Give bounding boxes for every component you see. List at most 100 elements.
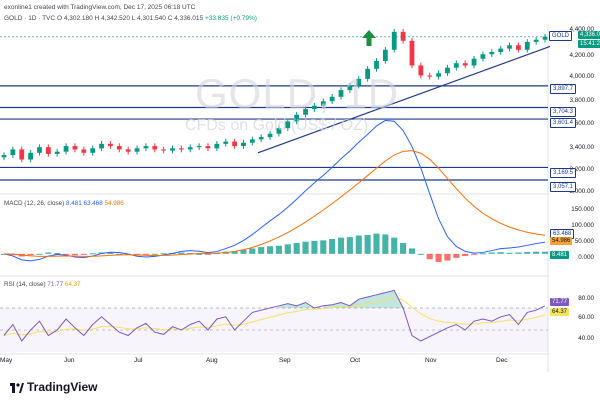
candle-body — [320, 101, 326, 106]
price-change: +33.835 (+0.79%) — [204, 15, 257, 22]
rsi-pane — [0, 289, 548, 355]
macd-histogram-bar — [89, 253, 96, 255]
macd-histogram-bar — [426, 253, 433, 260]
rsi-ma-line — [3, 297, 546, 336]
macd-histogram-bar — [453, 253, 460, 258]
macd-histogram-bar — [479, 253, 486, 255]
macd-histogram-bar — [497, 252, 504, 254]
candle-body — [249, 139, 255, 143]
candle-body — [382, 49, 388, 61]
candle-body — [178, 148, 184, 150]
rsi-overbought-fill — [278, 303, 288, 308]
candle-body — [498, 48, 504, 52]
candle-body — [294, 114, 300, 122]
price-tick: 3,800.00 — [569, 97, 594, 104]
candle-body — [285, 121, 291, 129]
candle-body — [161, 149, 167, 151]
tradingview-logo-icon — [10, 382, 24, 393]
macd-histogram-bar — [284, 244, 291, 254]
candle-body — [533, 39, 539, 42]
candle-body — [241, 142, 246, 147]
rsi-overbought-fill — [296, 302, 306, 308]
macd-histogram-bar — [329, 239, 336, 254]
current-price-tag: 4,336.0 — [578, 31, 600, 39]
rsi-overbought-fill — [367, 294, 377, 308]
rsi-overbought-fill — [376, 292, 386, 308]
macd-histogram-bar — [524, 251, 531, 254]
rsi-tag: 71.77 — [550, 298, 570, 306]
macd-histogram-bar — [258, 247, 265, 254]
candle-body — [347, 85, 353, 91]
macd-histogram-bar — [231, 251, 238, 254]
macd-line — [3, 119, 546, 262]
price-tick: 3,400.00 — [569, 144, 594, 151]
countdown-tag: 15:41:2 — [578, 40, 600, 48]
price-tick: 4,200.00 — [569, 52, 594, 59]
time-tick: Aug — [206, 357, 218, 364]
macd-histogram-bar — [435, 253, 442, 262]
price-pane — [0, 24, 551, 372]
rsi-ma-value: 64.37 — [64, 281, 81, 288]
tradingview-brand[interactable]: TradingView — [10, 380, 97, 394]
candle-body — [462, 63, 468, 66]
macd-histogram-bar — [488, 252, 495, 254]
macd-histogram-bar — [142, 253, 149, 255]
candle-body — [471, 58, 477, 66]
macd-histogram-bar — [160, 253, 167, 255]
macd-histogram-bar — [36, 253, 43, 255]
macd-histogram-bar — [116, 253, 123, 255]
macd-histogram-bar — [506, 252, 513, 254]
time-tick: Dec — [496, 357, 508, 364]
candle-body — [312, 105, 317, 110]
level-tag: 3,601.4 — [550, 118, 577, 128]
signal-line — [3, 150, 546, 257]
macd-histogram-bar — [54, 253, 61, 255]
time-tick: May — [0, 357, 13, 364]
time-tick: Nov — [425, 357, 437, 364]
candle-body — [409, 40, 415, 66]
macd-histogram-bar — [311, 240, 318, 254]
candle-body — [427, 75, 433, 77]
macd-histogram-bar — [107, 253, 114, 255]
candle-body — [152, 146, 158, 150]
price-tick: 3,600.00 — [569, 120, 594, 127]
macd-histogram-bar — [178, 252, 185, 254]
candle-body — [72, 146, 78, 150]
symbol-tag: GOLD — [549, 31, 573, 41]
level-tag: 3,169.5 — [550, 168, 577, 178]
macd-histogram-bar — [382, 234, 389, 254]
macd-histogram-bar — [275, 245, 282, 254]
macd-histogram-bar — [541, 251, 549, 254]
macd-line-value: 63.468 — [83, 200, 103, 207]
candle-body — [542, 36, 548, 40]
candle-body — [81, 149, 87, 153]
macd-tag: 8.481 — [550, 251, 570, 259]
brand-name: TradingView — [27, 380, 98, 394]
macd-histogram-bar — [346, 237, 353, 254]
candle-body — [170, 148, 175, 151]
rsi-overbought-fill — [287, 303, 297, 308]
time-axis[interactable]: May Jun Jul Aug Sep Oct Nov Dec — [0, 355, 600, 369]
symbol-line: GOLD · 1D · TVC — [4, 15, 56, 22]
candle-body — [196, 146, 202, 148]
macd-histogram-bar — [80, 253, 87, 255]
rsi-title: RSI (14, close) 71.77 64.37 — [4, 281, 81, 288]
macd-histogram-bar — [408, 248, 416, 254]
macd-tick: 50.000 — [574, 238, 594, 245]
level-tag: 3,704.3 — [550, 107, 577, 117]
candle-body — [223, 141, 229, 144]
candle-body — [356, 78, 362, 86]
up-arrow-icon — [362, 30, 376, 46]
candle-body — [54, 151, 60, 154]
footer: TradingView — [0, 372, 600, 400]
macd-histogram-bar — [400, 243, 407, 254]
macd-histogram-bar — [470, 253, 478, 255]
macd-signal-value: 54.986 — [104, 200, 124, 207]
candle-body — [143, 146, 149, 149]
macd-histogram-bar — [71, 253, 79, 256]
candle-body — [63, 146, 69, 152]
candle-body — [205, 146, 211, 149]
macd-tick: 0.000 — [578, 254, 594, 261]
macd-histogram-bar — [444, 253, 451, 261]
